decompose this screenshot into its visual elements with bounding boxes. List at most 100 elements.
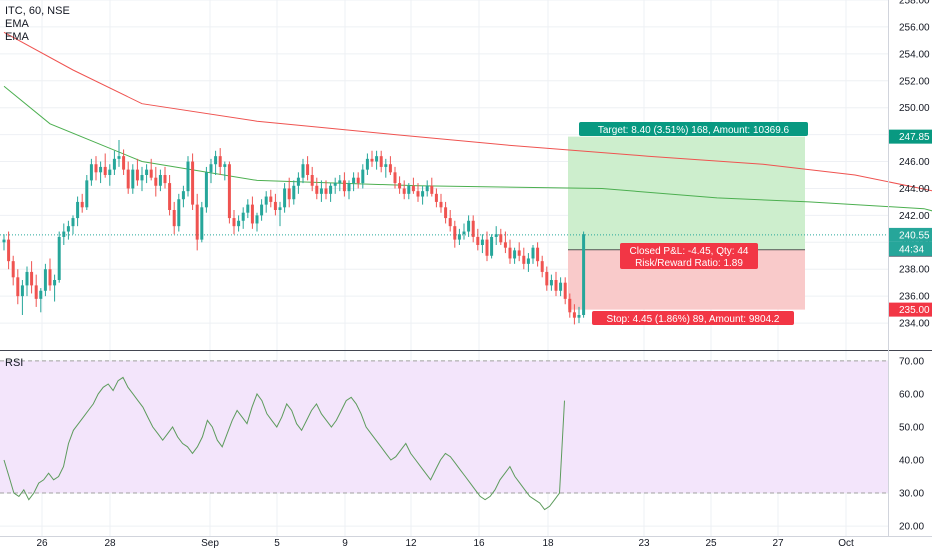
candle-body — [439, 201, 443, 208]
candle-body — [411, 185, 415, 192]
candle-body — [227, 164, 231, 219]
candle-body — [490, 236, 494, 256]
candle-body — [168, 183, 172, 210]
price-tick-label: 246.00 — [899, 157, 930, 168]
candle-body — [103, 166, 107, 175]
candle-body — [246, 204, 250, 213]
candle-body — [393, 172, 397, 184]
rsi-tick-label: 50.00 — [899, 422, 924, 433]
candle-body — [158, 175, 162, 186]
time-tick-label: 9 — [342, 538, 348, 549]
candle-body — [485, 239, 489, 256]
candle-body — [545, 271, 549, 286]
candle-body — [407, 185, 411, 194]
candle-body — [292, 185, 296, 200]
candle-body — [476, 236, 480, 245]
rsi-tick-label: 60.00 — [899, 389, 924, 400]
candle-body — [517, 250, 521, 256]
position-label-text: Stop: 4.45 (1.86%) 89, Amount: 9804.2 — [607, 314, 780, 325]
candle-body — [315, 185, 319, 194]
price-tick-label: 256.00 — [899, 22, 930, 33]
candle-body — [453, 226, 457, 240]
candle-body — [531, 247, 535, 259]
candle-body — [117, 156, 121, 159]
candle-body — [39, 290, 43, 299]
candle-body — [16, 277, 20, 297]
symbol-title[interactable]: ITC, 60, NSE — [5, 5, 70, 17]
candlestick-series — [2, 140, 586, 325]
candle-body — [375, 156, 379, 162]
candle-body — [448, 218, 452, 227]
candle-body — [80, 201, 84, 208]
candle-body — [172, 210, 176, 227]
candle-body — [494, 234, 498, 237]
candle-body — [140, 175, 144, 181]
countdown-tag-bg — [889, 241, 932, 256]
ema-legend-fast[interactable]: EMA — [5, 18, 29, 30]
candle-body — [269, 196, 273, 202]
candle-body — [324, 188, 328, 194]
price-tick-label: 254.00 — [899, 49, 930, 60]
candle-body — [434, 193, 438, 202]
candle-body — [388, 164, 392, 173]
position-labels[interactable]: Target: 8.40 (3.51%) 168, Amount: 10369.… — [579, 122, 808, 325]
candle-body — [356, 177, 360, 184]
rsi-tick-label: 40.00 — [899, 456, 924, 467]
candle-body — [310, 175, 314, 186]
candle-body — [85, 180, 89, 208]
price-tick-label: 234.00 — [899, 319, 930, 330]
candle-body — [398, 183, 402, 189]
rsi-panel-title[interactable]: RSI — [5, 357, 24, 369]
candle-body — [181, 191, 185, 200]
candle-body — [112, 158, 116, 170]
candle-body — [186, 161, 190, 192]
price-tick-label: 244.00 — [899, 184, 930, 195]
target-zone — [568, 136, 805, 250]
candle-body — [108, 169, 112, 175]
candle-body — [195, 204, 199, 240]
candle-body — [131, 169, 135, 189]
time-tick-label: 18 — [542, 538, 554, 549]
candle-body — [508, 247, 512, 259]
candle-body — [214, 156, 218, 165]
candle-body — [582, 234, 586, 315]
rsi-tick-label: 30.00 — [899, 489, 924, 500]
candle-body — [126, 169, 130, 189]
position-zones[interactable] — [0, 136, 888, 310]
ema-legend-slow[interactable]: EMA — [5, 31, 29, 43]
candle-body — [563, 282, 567, 299]
candle-body — [342, 180, 346, 192]
time-tick-label: 27 — [772, 538, 784, 549]
candle-body — [513, 250, 517, 259]
last-price-tag-bg — [889, 227, 932, 242]
candle-body — [287, 188, 291, 200]
position-label-text: Target: 8.40 (3.51%) 168, Amount: 10369.… — [598, 125, 790, 136]
time-tick-label: Sep — [201, 538, 219, 549]
candle-body — [145, 169, 149, 175]
candle-body — [333, 183, 337, 186]
candle-body — [264, 196, 268, 205]
candle-body — [25, 271, 29, 286]
time-tick-label: 5 — [274, 538, 280, 549]
candle-body — [2, 239, 6, 243]
price-tick-label: 238.00 — [899, 265, 930, 276]
candle-body — [255, 215, 259, 224]
price-tick-label: 242.00 — [899, 211, 930, 222]
candle-body — [457, 234, 461, 240]
candle-body — [209, 164, 213, 173]
candle-body — [361, 169, 365, 184]
candle-body — [568, 298, 572, 313]
price-tick-label: 250.00 — [899, 103, 930, 114]
position-label-text: Risk/Reward Ratio: 1.89 — [635, 258, 743, 269]
candle-body — [71, 218, 75, 227]
price-tick-label: 236.00 — [899, 292, 930, 303]
target-price-tag: 247.85 — [899, 132, 930, 143]
time-tick-label: 26 — [36, 538, 48, 549]
candle-body — [62, 231, 66, 237]
candle-body — [549, 280, 553, 286]
candle-body — [365, 158, 369, 170]
candle-body — [522, 255, 526, 264]
rsi-tick-label: 70.00 — [899, 356, 924, 367]
candle-body — [177, 199, 181, 227]
